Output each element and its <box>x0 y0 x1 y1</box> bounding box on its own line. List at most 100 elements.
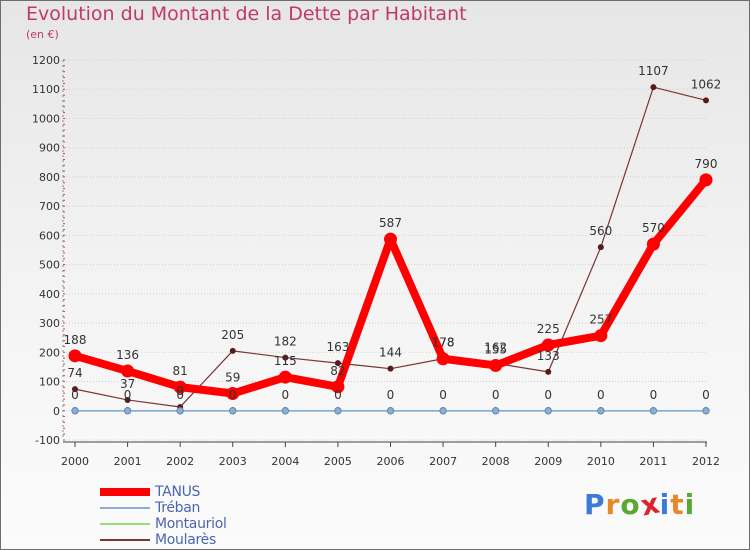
x-tick-label: 2012 <box>692 455 720 468</box>
data-label-tanus: 225 <box>537 322 560 336</box>
data-label-tanus: 81 <box>173 364 188 378</box>
chart-subtitle: (en €) <box>26 28 59 41</box>
data-label-treban: 0 <box>650 388 658 402</box>
data-label-moulares: 144 <box>379 346 402 360</box>
data-label-moulares: 163 <box>326 340 349 354</box>
legend-item-moulares: Moularès <box>100 532 227 548</box>
data-label-tanus: 178 <box>432 336 455 350</box>
data-label-moulares: 1062 <box>691 77 722 91</box>
x-tick-label: 2001 <box>114 455 142 468</box>
y-tick-label: 900 <box>39 142 60 155</box>
y-tick-label: 300 <box>39 317 60 330</box>
x-tick-label: 2010 <box>587 455 615 468</box>
data-point-tanus <box>594 329 608 343</box>
data-point-treban <box>123 407 132 415</box>
data-label-moulares: 182 <box>274 335 297 349</box>
y-tick-label: 1200 <box>32 54 60 67</box>
data-point-treban <box>544 407 552 415</box>
data-point-treban <box>334 407 342 415</box>
data-label-treban: 0 <box>282 388 290 402</box>
legend-item-tanus: TANUS <box>100 484 227 500</box>
legend: TANUS Tréban Montauriol Moularès <box>100 484 227 548</box>
data-label-tanus: 155 <box>484 342 507 356</box>
legend-item-treban: Tréban <box>100 500 227 516</box>
data-point-treban <box>229 407 237 415</box>
data-point-treban <box>702 407 710 415</box>
series-line-tanus <box>71 175 710 398</box>
y-tick-label: 400 <box>39 288 60 301</box>
data-point-tanus <box>384 232 397 246</box>
data-point-tanus <box>226 387 240 401</box>
x-tick-label: 2005 <box>324 455 352 468</box>
data-label-tanus: 59 <box>225 371 240 385</box>
y-tick-label: 0 <box>53 405 60 418</box>
data-label-treban: 0 <box>439 388 447 402</box>
data-point-tanus <box>541 338 555 352</box>
data-point-tanus <box>121 364 135 378</box>
data-label-treban: 0 <box>387 388 395 402</box>
x-tick-label: 2000 <box>61 455 89 468</box>
data-label-moulares: 178 <box>432 336 455 350</box>
data-label-treban: 0 <box>544 388 552 402</box>
data-label-tanus: 115 <box>274 354 297 368</box>
data-label-tanus: 790 <box>695 157 718 171</box>
data-point-treban <box>71 407 79 415</box>
data-point-moulares <box>650 84 657 91</box>
data-point-treban <box>492 407 500 415</box>
y-tick-label: 200 <box>39 346 60 359</box>
data-point-tanus <box>699 173 713 187</box>
x-tick-label: 2008 <box>482 455 510 468</box>
data-label-moulares: 205 <box>221 328 244 342</box>
data-label-moulares: 133 <box>537 349 560 363</box>
legend-swatch <box>100 523 150 525</box>
data-point-moulares <box>597 244 604 251</box>
x-tick-label: 2002 <box>166 455 194 468</box>
x-tick-label: 2011 <box>639 455 667 468</box>
data-label-treban: 0 <box>71 388 79 402</box>
data-label-treban: 0 <box>597 388 605 402</box>
y-tick-label: 800 <box>39 171 60 184</box>
legend-swatch <box>100 488 150 496</box>
legend-label: Montauriol <box>155 516 227 532</box>
data-label-moulares: 1107 <box>638 64 669 78</box>
data-point-moulares <box>124 396 131 403</box>
data-point-moulares <box>229 347 236 354</box>
data-label-tanus: 257 <box>589 313 612 327</box>
series-layer <box>68 84 713 415</box>
data-label-moulares: 162 <box>484 340 507 354</box>
data-label-tanus: 188 <box>64 333 87 347</box>
y-tick-label: 700 <box>39 200 60 213</box>
data-point-treban <box>176 407 184 415</box>
data-point-moulares <box>72 386 78 393</box>
y-tick-label: 1100 <box>32 83 60 96</box>
data-label-treban: 0 <box>334 388 342 402</box>
data-label-treban: 0 <box>176 388 184 402</box>
y-tick-label: 1000 <box>32 112 60 125</box>
data-label-moulares: 37 <box>120 377 135 391</box>
data-point-tanus <box>173 380 187 394</box>
data-label-tanus: 587 <box>379 216 402 230</box>
data-label-moulares: 74 <box>67 366 82 380</box>
axis-layer: -100010020030040050060070080090010001100… <box>32 54 720 468</box>
legend-label: Tréban <box>155 500 201 516</box>
data-point-moulares <box>545 368 552 375</box>
data-label-tanus: 570 <box>642 221 665 235</box>
data-point-tanus <box>489 358 503 372</box>
data-label-moulares: 0 <box>176 384 184 398</box>
data-label-treban: 0 <box>229 388 237 402</box>
data-point-moulares <box>282 354 289 361</box>
proxiti-logo: Proxiti <box>584 486 696 523</box>
data-point-tanus <box>331 380 345 394</box>
chart-title: Evolution du Montant de la Dette par Hab… <box>26 3 467 25</box>
legend-label: TANUS <box>155 484 201 500</box>
data-point-treban <box>439 407 447 415</box>
data-label-treban: 0 <box>702 388 710 402</box>
x-tick-label: 2007 <box>429 455 457 468</box>
data-label-tanus: 82 <box>330 364 345 378</box>
data-point-treban <box>281 407 289 415</box>
legend-swatch <box>100 539 150 541</box>
legend-swatch <box>100 507 150 509</box>
data-point-tanus <box>68 349 82 363</box>
